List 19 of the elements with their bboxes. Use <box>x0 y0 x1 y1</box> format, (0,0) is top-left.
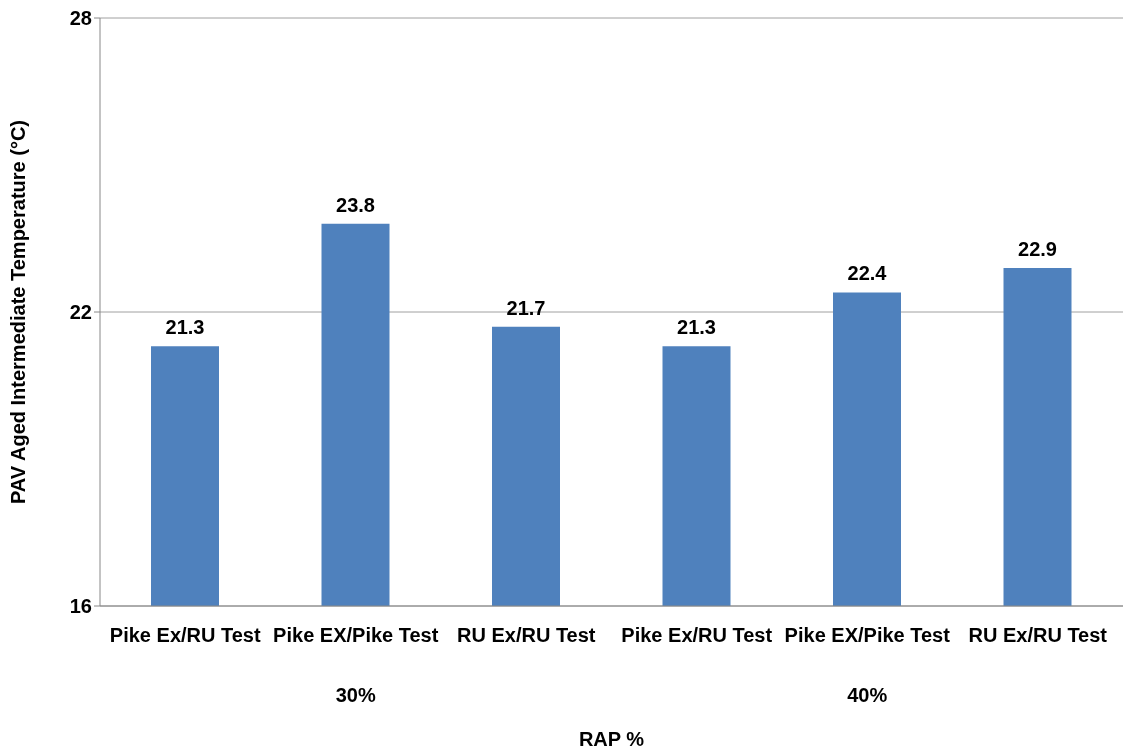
x-tick-label: Pike EX/Pike Test <box>273 624 439 647</box>
x-axis-title: RAP % <box>578 728 645 750</box>
data-label: 22.4 <box>847 262 888 285</box>
x-tick-label: Pike Ex/RU Test <box>621 624 773 647</box>
data-label: 21.3 <box>677 316 716 339</box>
data-label: 23.8 <box>336 193 375 216</box>
y-tick-label: 16 <box>69 595 92 618</box>
x-tick-label: RU Ex/RU Test <box>968 624 1108 647</box>
data-label: 21.7 <box>506 296 546 319</box>
data-label: 21.3 <box>165 316 205 339</box>
text: 40% <box>846 684 889 707</box>
x-tick-label: RU Ex/RU Test <box>456 624 596 647</box>
data-label: 22.9 <box>1018 237 1057 260</box>
y-tick-label: 28 <box>69 7 92 30</box>
y-axis-title: PAV Aged Intermediate Temperature (°C) <box>7 120 30 504</box>
text: 30% <box>334 684 377 707</box>
y-tick-label: 22 <box>69 301 92 324</box>
x-tick-label: Pike EX/Pike Test <box>784 624 951 647</box>
x-tick-label: Pike Ex/RU Test <box>109 624 261 647</box>
